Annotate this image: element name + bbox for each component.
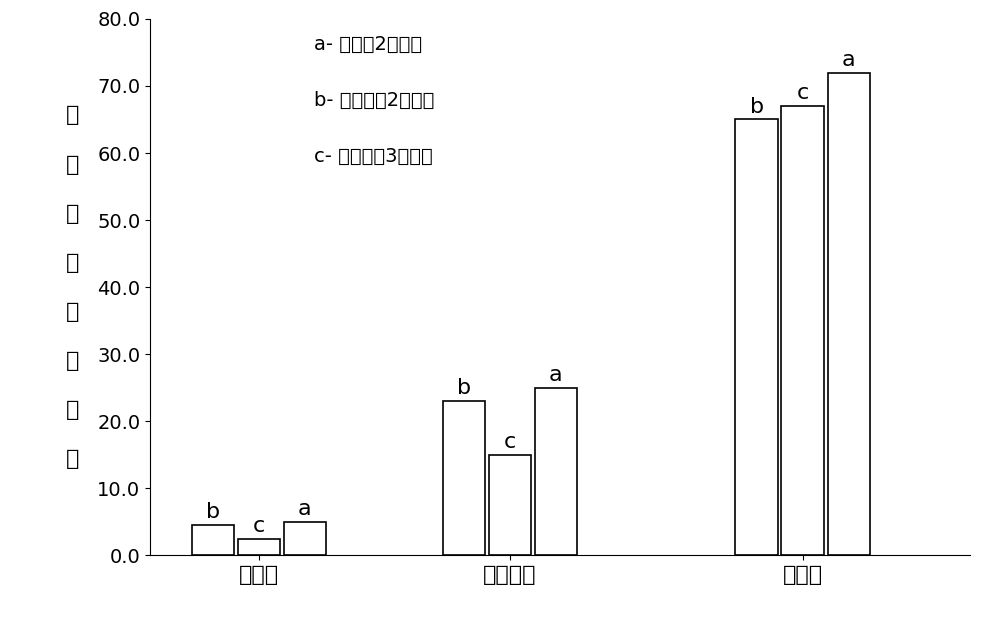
Text: a: a — [549, 365, 563, 385]
Bar — [535, 387, 577, 555]
Text: 养: 养 — [65, 155, 79, 175]
Text: c: c — [253, 516, 265, 536]
Text: b: b — [206, 502, 220, 522]
Text: 及: 及 — [65, 302, 79, 322]
Text: b: b — [457, 379, 471, 398]
Text: a: a — [842, 50, 855, 70]
Text: 营: 营 — [65, 105, 79, 126]
Bar — [828, 73, 870, 555]
Text: 食: 食 — [65, 351, 79, 370]
Bar — [192, 525, 234, 555]
Text: a: a — [298, 499, 312, 519]
Text: c: c — [504, 432, 516, 452]
Bar — [238, 538, 280, 555]
Text: 值: 值 — [65, 449, 79, 469]
Text: b: b — [750, 97, 764, 117]
Text: a- 实施例2的稻米

b- 对比试验2的稻米

c- 对比试验3的稻米: a- 实施例2的稻米 b- 对比试验2的稻米 c- 对比试验3的稻米 — [314, 35, 434, 166]
Text: 含: 含 — [65, 204, 79, 223]
Bar — [443, 401, 485, 555]
Bar — [735, 119, 778, 555]
Text: 味: 味 — [65, 399, 79, 420]
Bar — [781, 106, 824, 555]
Text: c: c — [797, 83, 809, 103]
Bar — [284, 522, 326, 555]
Bar — [489, 455, 531, 555]
Text: 量: 量 — [65, 252, 79, 273]
